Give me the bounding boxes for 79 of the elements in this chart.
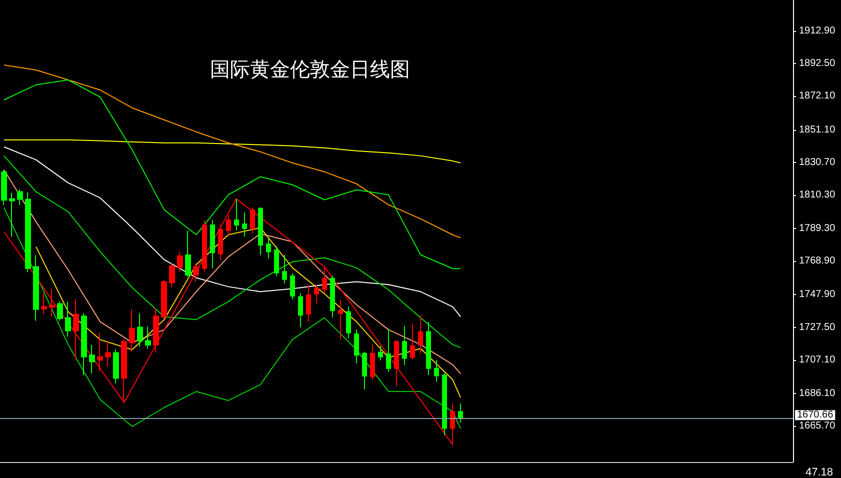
candlestick	[121, 338, 127, 402]
candlestick	[25, 192, 31, 273]
candlestick	[202, 220, 207, 272]
candlestick	[266, 238, 271, 259]
y-tick-label: 1686.10	[799, 388, 836, 399]
candlestick	[218, 224, 223, 261]
candlestick	[97, 332, 103, 372]
y-tick-label: 1851.10	[799, 124, 836, 136]
candlestick	[258, 206, 263, 256]
y-tick-label: 1707.10	[799, 354, 836, 366]
candlestick	[322, 266, 327, 294]
candlestick	[185, 230, 191, 278]
candlestick	[81, 312, 87, 376]
candlestick	[234, 198, 239, 231]
candlestick	[9, 192, 15, 238]
candlestick	[378, 345, 383, 361]
text: 47.18	[805, 466, 834, 478]
candlestick	[418, 314, 423, 354]
y-tick-label: 1768.90	[799, 256, 836, 267]
candlestick	[306, 284, 311, 322]
candlestick	[17, 188, 23, 206]
candlestick	[370, 343, 375, 381]
candlestick	[426, 321, 431, 376]
candlestick	[161, 279, 167, 319]
candlestick	[434, 360, 439, 382]
candlestick	[362, 351, 367, 390]
candlestick	[210, 220, 215, 269]
candlestick	[242, 212, 247, 238]
candlestick	[105, 341, 111, 368]
candlestick	[153, 308, 159, 354]
candlestick	[129, 308, 135, 352]
line-series	[4, 155, 462, 348]
line-series	[4, 79, 462, 270]
candlestick	[33, 254, 39, 322]
candlestick	[354, 328, 359, 364]
candlestick	[73, 298, 79, 360]
y-tick-label: 1727.50	[799, 322, 836, 333]
candlestick	[226, 214, 231, 237]
candlestick	[49, 288, 55, 318]
line-series	[4, 139, 462, 164]
candlestick	[274, 245, 279, 276]
candlestick	[386, 328, 391, 372]
y-tick-label: 1830.70	[799, 156, 836, 168]
candlestick	[330, 275, 335, 318]
line-series	[4, 169, 462, 374]
candlestick	[410, 323, 415, 360]
candlestick	[57, 300, 63, 322]
candlestick	[458, 402, 463, 424]
y-tick-label: 1892.50	[799, 58, 836, 70]
line-series	[4, 146, 462, 318]
candlestick	[282, 254, 287, 284]
candlestick	[137, 312, 143, 348]
candlestick	[314, 284, 319, 304]
candlestick	[177, 251, 183, 272]
y-tick-label: 1789.30	[799, 223, 836, 234]
candlestick	[169, 262, 175, 288]
y-tick-label: 1810.30	[799, 189, 836, 200]
candlestick	[346, 306, 351, 339]
y-tick-label: 1747.90	[799, 289, 836, 300]
ref-line-label: 1670.66	[797, 410, 834, 421]
candlestick	[193, 262, 199, 282]
candlestick	[250, 206, 255, 234]
candlestick	[41, 292, 47, 315]
y-tick-label: 1665.70	[799, 420, 836, 432]
candlestick	[394, 340, 399, 386]
candlestick	[89, 344, 95, 374]
candlestick	[442, 372, 447, 436]
candlestick	[145, 326, 151, 349]
y-tick-label: 1872.10	[799, 90, 836, 102]
candlestick	[402, 326, 407, 366]
candlestick	[290, 272, 295, 300]
candlestick	[338, 299, 343, 340]
candlestick	[1, 170, 7, 206]
candlestick	[113, 348, 119, 384]
y-tick-label: 1912.90	[799, 26, 836, 36]
text: 国际黄金伦敦金日线图	[210, 59, 410, 81]
line-series	[36, 227, 462, 398]
candlestick	[65, 301, 71, 338]
candlestick	[298, 292, 303, 328]
